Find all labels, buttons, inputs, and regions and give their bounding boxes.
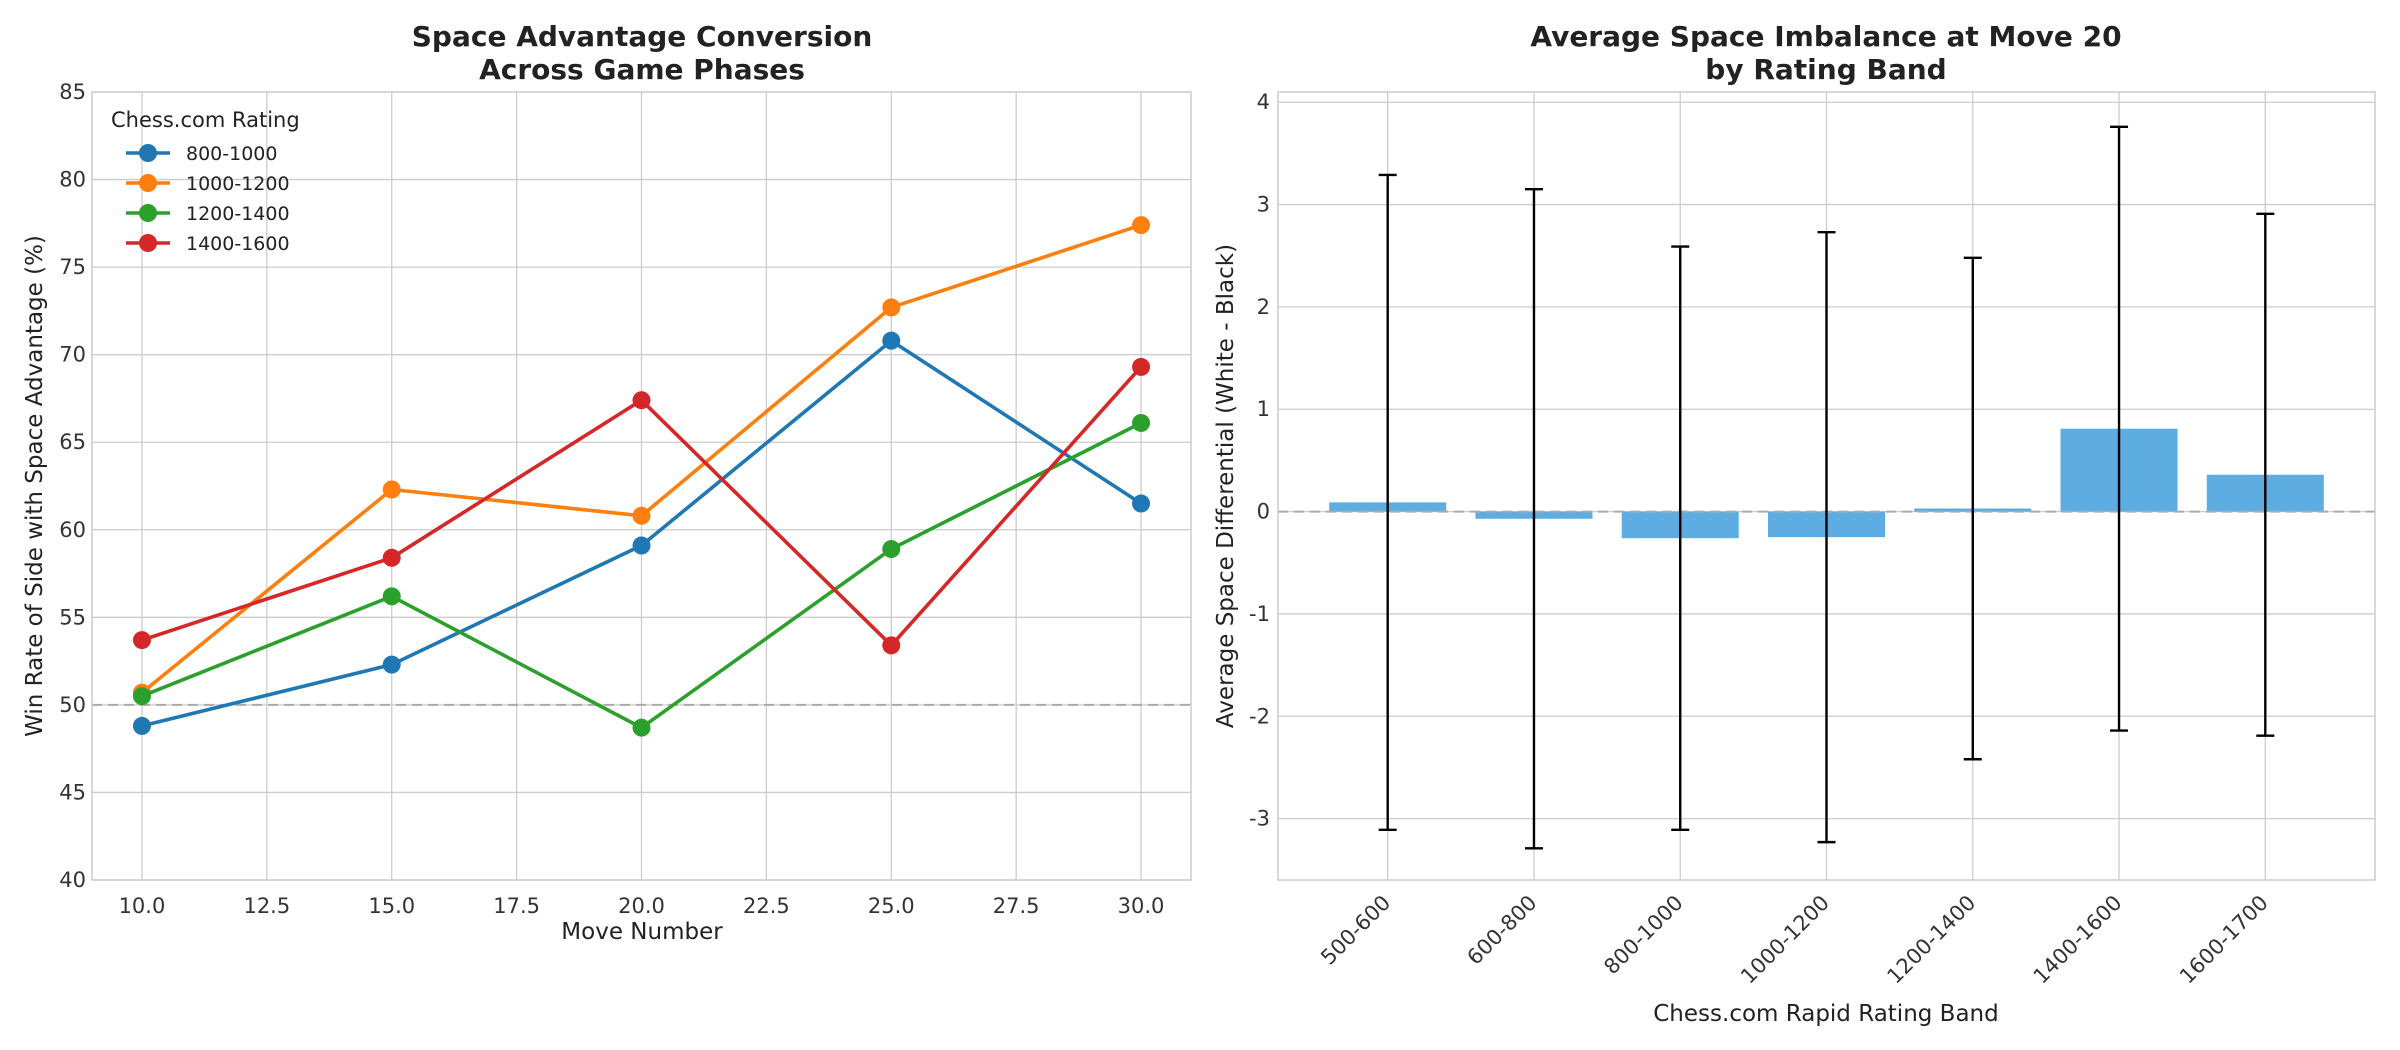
left-y-tick-label: 55: [59, 605, 86, 629]
data-point-800-1000: [632, 536, 651, 555]
right-y-tick-label: 3: [1257, 193, 1270, 217]
error-bar-500-600: [1378, 173, 1397, 832]
data-point-800-1000: [1132, 494, 1151, 513]
right-y-tick-label: 1: [1257, 397, 1270, 421]
data-point-1400-1600: [632, 391, 651, 410]
right-chart-y-axis-label: Average Space Differential (White - Blac…: [1213, 244, 1239, 728]
left-x-tick-label: 22.5: [743, 894, 790, 918]
data-point-1000-1200: [382, 480, 401, 499]
right-x-tick-label: 600-800: [1462, 891, 1541, 970]
right-x-tick-label: 1000-1200: [1736, 891, 1834, 989]
right-chart-title-line-1: Average Space Imbalance at Move 20: [1530, 20, 2121, 53]
error-bar-1200-1400: [1963, 256, 1982, 761]
right-chart-y-ticks: -3 -2 -1 0 1 2 3 4: [1249, 90, 1270, 830]
right-x-tick-label: 500-600: [1316, 891, 1395, 970]
left-chart-x-ticks: 10.0 12.5 15.0 17.5 20.0 22.5 25.0 27.5 30.0: [119, 894, 1165, 918]
right-chart-title-line-2: by Rating Band: [1705, 53, 1946, 86]
right-bar-chart: Average Space Imbalance at Move 20 by Ra…: [1213, 20, 2376, 1027]
left-y-tick-label: 85: [59, 80, 86, 104]
right-x-tick-label: 1200-1400: [1882, 891, 1980, 989]
data-point-1000-1200: [882, 298, 901, 317]
legend-label: 1400-1600: [186, 233, 290, 255]
left-x-tick-label: 30.0: [1118, 894, 1165, 918]
legend-label: 800-1000: [186, 143, 277, 165]
left-y-tick-label: 60: [59, 518, 86, 542]
legend-marker-1400-1600: [139, 234, 157, 252]
error-bar-1400-1600: [2110, 125, 2129, 732]
left-x-tick-label: 20.0: [618, 894, 665, 918]
right-x-tick-label: 1400-1600: [2029, 891, 2127, 989]
data-point-1200-1400: [632, 718, 651, 737]
right-y-tick-label: -3: [1249, 807, 1270, 831]
right-y-tick-label: 2: [1257, 295, 1270, 319]
left-chart-title-line-1: Space Advantage Conversion: [412, 20, 873, 53]
right-y-tick-label: -1: [1249, 602, 1270, 626]
left-y-tick-label: 70: [59, 343, 86, 367]
right-chart-frame: [1277, 91, 2376, 881]
error-bar-800-1000: [1671, 245, 1690, 832]
right-chart-error-bars: [1378, 125, 2275, 850]
left-chart-y-axis-label: Win Rate of Side with Space Advantage (%…: [22, 235, 48, 737]
left-y-tick-label: 65: [59, 430, 86, 454]
left-x-tick-label: 15.0: [368, 894, 415, 918]
left-y-tick-label: 40: [59, 868, 86, 892]
data-point-1400-1600: [132, 631, 151, 650]
right-x-tick-label: 800-1000: [1599, 891, 1687, 979]
data-point-1400-1600: [382, 548, 401, 567]
error-bar-1000-1200: [1817, 231, 1836, 844]
series-1200-1400: [132, 413, 1151, 737]
left-chart-x-axis-label: Move Number: [561, 919, 723, 945]
data-point-1400-1600: [882, 636, 901, 655]
data-point-1200-1400: [1132, 413, 1151, 432]
legend-title: Chess.com Rating: [111, 108, 300, 132]
left-x-tick-label: 27.5: [993, 894, 1040, 918]
right-y-tick-label: -2: [1249, 704, 1270, 728]
legend-marker-800-1000: [139, 144, 157, 162]
left-chart-title-line-2: Across Game Phases: [479, 53, 805, 86]
left-x-tick-label: 17.5: [493, 894, 540, 918]
left-chart-frame: [91, 91, 1192, 881]
left-chart-y-ticks: 40 45 50 55 60 65 70 75 80 85: [59, 80, 86, 892]
right-y-tick-label: 4: [1257, 90, 1270, 114]
series-1400-1600: [132, 357, 1151, 655]
data-point-1400-1600: [1132, 357, 1151, 376]
error-bar-1600-1700: [2256, 212, 2275, 737]
right-x-tick-label: 1600-1700: [2175, 891, 2273, 989]
series-800-1000: [132, 331, 1151, 735]
left-y-tick-label: 45: [59, 780, 86, 804]
data-point-1000-1200: [1132, 216, 1151, 235]
error-bar-600-800: [1524, 188, 1543, 850]
left-x-tick-label: 12.5: [243, 894, 290, 918]
data-point-800-1000: [882, 331, 901, 350]
data-point-800-1000: [132, 716, 151, 735]
left-chart-legend: Chess.com Rating 800-1000 1000-1200 1200-1…: [111, 108, 300, 255]
left-x-tick-label: 10.0: [119, 894, 166, 918]
left-y-tick-label: 50: [59, 693, 86, 717]
left-chart-series: [132, 216, 1151, 737]
left-y-tick-label: 80: [59, 168, 86, 192]
data-point-1200-1400: [132, 687, 151, 706]
legend-marker-1200-1400: [139, 204, 157, 222]
legend-marker-1000-1200: [139, 174, 157, 192]
left-line-chart: Space Advantage Conversion Across Game P…: [22, 20, 1192, 945]
legend-label: 1000-1200: [186, 173, 290, 195]
left-x-tick-label: 25.0: [868, 894, 915, 918]
data-point-1000-1200: [632, 506, 651, 525]
data-point-1200-1400: [382, 587, 401, 606]
data-point-800-1000: [382, 655, 401, 674]
left-y-tick-label: 75: [59, 255, 86, 279]
legend-label: 1200-1400: [186, 203, 290, 225]
right-y-tick-label: 0: [1257, 500, 1270, 524]
data-point-1200-1400: [882, 540, 901, 559]
right-chart-x-ticks: 500-600 600-800 800-1000 1000-1200 1200-1400…: [1316, 891, 2273, 989]
right-chart-x-axis-label: Chess.com Rapid Rating Band: [1653, 1001, 1998, 1027]
